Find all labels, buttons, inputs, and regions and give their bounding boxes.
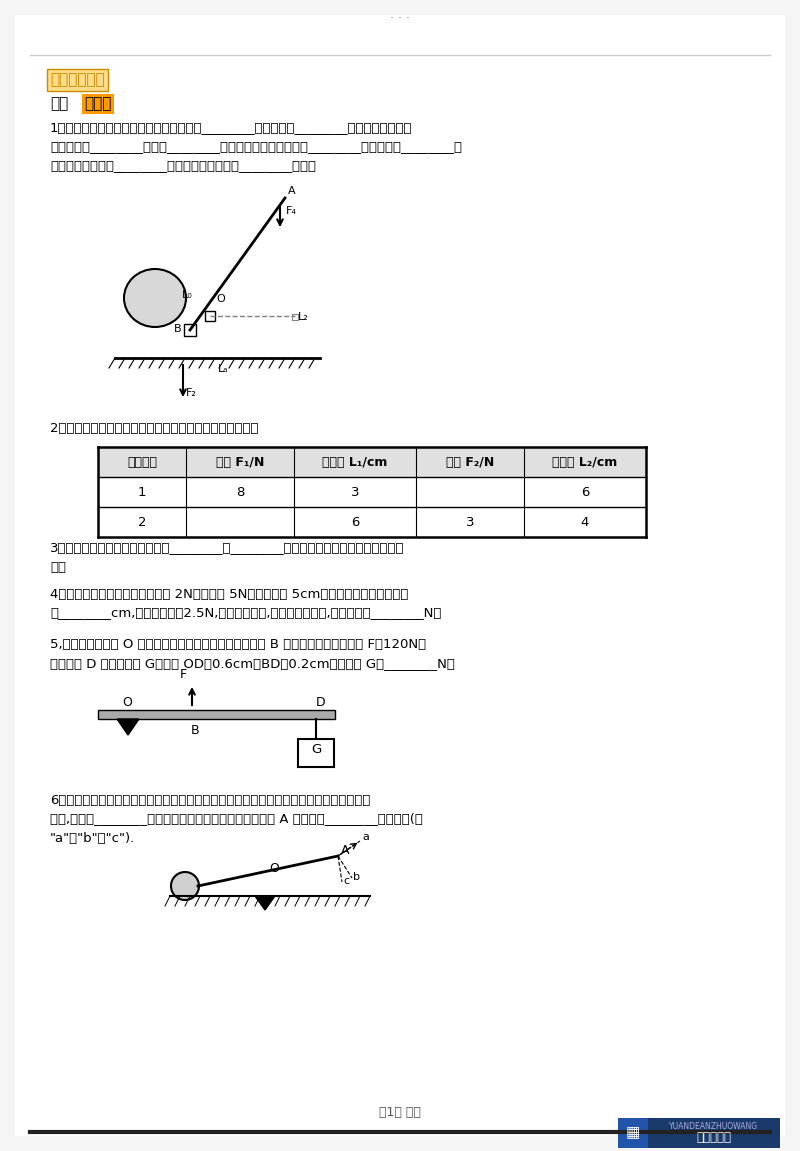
Text: 3: 3 [466, 516, 474, 528]
Circle shape [171, 872, 199, 900]
Text: 动力 F₁/N: 动力 F₁/N [216, 456, 264, 468]
Bar [618, 1118, 780, 1148]
Text: b: b [353, 872, 360, 882]
Bar [618, 1118, 648, 1148]
Text: L₂: L₂ [298, 312, 309, 322]
Bar [98, 447, 646, 477]
Polygon shape [117, 719, 139, 735]
Text: G: G [311, 744, 321, 756]
Text: 6、在电视剧《三国》中，有这样一个情景：一群士兵力拉动一个杠杆，会将石块抛向敌方: 6、在电视剧《三国》中，有这样一个情景：一群士兵力拉动一个杠杆，会将石块抛向敌方 [50, 793, 370, 807]
Bar [98, 710, 335, 719]
Text: 填空题: 填空题 [84, 97, 111, 112]
Text: A: A [288, 186, 296, 196]
Bar [292, 314, 298, 320]
Text: D: D [316, 696, 326, 709]
Text: 在右端点 D 处挂一重物 G，已知 OD＝0.6cm，BD＝0.2cm，则物重 G＝________N。: 在右端点 D 处挂一重物 G，已知 OD＝0.6cm，BD＝0.2cm，则物重 … [50, 657, 455, 671]
Text: 1: 1 [138, 486, 146, 498]
Text: F: F [180, 668, 187, 681]
Text: O: O [269, 862, 279, 875]
Text: c: c [343, 876, 349, 886]
Text: O: O [216, 294, 225, 304]
Text: 3、从力臂的定义上看，力臂是由________和________共同决定的，它包含了力的两个要: 3、从力臂的定义上看，力臂是由________和________共同决定的，它包… [50, 541, 405, 555]
Polygon shape [255, 895, 275, 910]
Text: 阻力臂 L₂/cm: 阻力臂 L₂/cm [552, 456, 618, 468]
Text: Lₐ: Lₐ [218, 364, 229, 374]
Text: O: O [122, 696, 132, 709]
Text: 力。阻力是________，它是________杠杆转动的力，动力臂是________，阻力臂是________。: 力。阻力是________，它是________杠杆转动的力，动力臂是_____… [50, 140, 462, 153]
Text: 【巩固练习】: 【巩固练习】 [50, 73, 105, 87]
Text: 6: 6 [581, 486, 589, 498]
Text: YUANDEANZHUOWANG: YUANDEANZHUOWANG [670, 1122, 758, 1131]
Text: 3: 3 [350, 486, 359, 498]
Text: 6: 6 [351, 516, 359, 528]
Text: B: B [174, 323, 182, 334]
Text: 实验次数: 实验次数 [127, 456, 157, 468]
Text: ▦: ▦ [626, 1126, 640, 1141]
Text: A: A [341, 844, 350, 857]
Text: 4: 4 [581, 516, 589, 528]
Text: 第1页 六页: 第1页 六页 [379, 1105, 421, 1119]
Text: 1、如图所示是撬石头的撬棒，它的支点是________点，动力是________，它是杠杆转动的: 1、如图所示是撬石头的撬棒，它的支点是________点，动力是________… [50, 122, 413, 135]
Bar [205, 311, 215, 321]
Text: 因为撬棒的动力臂________阻力臂，所以撬棒是________杠杆。: 因为撬棒的动力臂________阻力臂，所以撬棒是________杠杆。 [50, 160, 316, 173]
Text: a: a [362, 832, 369, 843]
Text: 素。: 素。 [50, 561, 66, 573]
Text: 阻力 F₂/N: 阻力 F₂/N [446, 456, 494, 468]
Text: 4、已知作用在某杠杆上的动力是 2N，阻力是 5N，阻力臂是 5cm，为使杠杆平衡，动力臂: 4、已知作用在某杠杆上的动力是 2N，阻力是 5N，阻力臂是 5cm，为使杠杆平… [50, 587, 408, 601]
Bar [184, 323, 196, 336]
Text: 长________cm,若将阻力增大2.5N,仍使杠杆平衡,不改变力臂长度,动力应增大________N。: 长________cm,若将阻力增大2.5N,仍使杠杆平衡,不改变力臂长度,动力… [50, 607, 442, 619]
Text: "a"、"b"或"c").: "a"、"b"或"c"). [50, 831, 135, 845]
Text: 8: 8 [236, 486, 244, 498]
Text: 2、请根据杠杆平衡条件在下面表格空白处填上适当数据。: 2、请根据杠杆平衡条件在下面表格空白处填上适当数据。 [50, 421, 258, 434]
Ellipse shape [124, 269, 186, 327]
Text: 2: 2 [138, 516, 146, 528]
Text: 动力臂 L₁/cm: 动力臂 L₁/cm [322, 456, 388, 468]
Text: · · ·: · · · [390, 12, 410, 24]
Text: F₄: F₄ [286, 206, 297, 216]
Text: 阵营,它是个________杠杆．要把石块抛出去，图中作用在 A 点的力沿________方向最小(填: 阵营,它是个________杠杆．要把石块抛出去，图中作用在 A 点的力沿___… [50, 813, 423, 825]
Text: 5,如图所示杠杆中 O 是支点，杠杆处于水平静止状态，在 B 点加一个竖直向上的力 F＝120N，: 5,如图所示杠杆中 O 是支点，杠杆处于水平静止状态，在 B 点加一个竖直向上的… [50, 639, 426, 651]
Bar [298, 739, 334, 767]
Text: 一、: 一、 [50, 97, 68, 112]
Text: L₀: L₀ [182, 290, 193, 300]
Text: 元德安卓网: 元德安卓网 [697, 1131, 731, 1144]
Text: F₂: F₂ [186, 388, 197, 398]
Text: B: B [191, 724, 200, 737]
